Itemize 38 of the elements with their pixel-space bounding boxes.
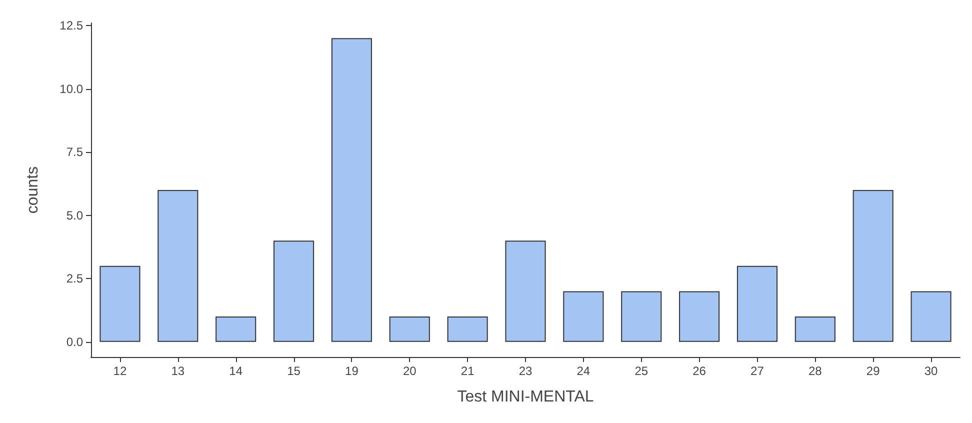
x-tick-label: 20 — [402, 364, 417, 378]
x-tick-label: 30 — [924, 364, 938, 378]
x-tick-label: 23 — [518, 364, 532, 378]
bar — [100, 266, 140, 342]
y-tick-label: 2.5 — [66, 272, 84, 286]
y-tick-label: 5.0 — [66, 208, 84, 222]
y-tick-label: 7.5 — [66, 145, 84, 160]
bar — [852, 190, 894, 342]
bar — [910, 291, 952, 342]
x-tick-label: 28 — [808, 364, 822, 378]
x-tick-label: 15 — [287, 364, 301, 378]
x-tick-label: 27 — [750, 364, 764, 378]
x-tick-label: 25 — [634, 364, 648, 378]
bar — [679, 291, 720, 342]
x-tick-label: 19 — [345, 364, 359, 378]
bar — [158, 190, 198, 342]
bar — [389, 316, 430, 342]
bar — [505, 240, 546, 342]
y-tick-label: 10.0 — [60, 82, 84, 96]
bar — [794, 316, 836, 342]
bar — [621, 291, 662, 342]
bar — [273, 240, 314, 342]
x-tick-label: 12 — [113, 364, 127, 378]
x-tick-label: 29 — [866, 364, 880, 378]
bar — [331, 38, 372, 342]
x-tick-label: 13 — [171, 364, 185, 378]
x-tick-label: 14 — [229, 364, 243, 378]
bar — [563, 291, 604, 342]
y-tick-label: 12.5 — [60, 18, 84, 33]
x-tick-label: 24 — [576, 364, 590, 378]
x-tick-label: 21 — [460, 364, 475, 378]
bar — [447, 316, 488, 342]
bar — [736, 266, 778, 342]
y-tick-label: 0.0 — [66, 334, 84, 349]
x-tick-label: 26 — [692, 364, 706, 378]
x-axis-title: Test MINI-MENTAL — [457, 388, 594, 406]
y-axis-title: counts — [24, 166, 42, 214]
bar — [216, 316, 256, 342]
